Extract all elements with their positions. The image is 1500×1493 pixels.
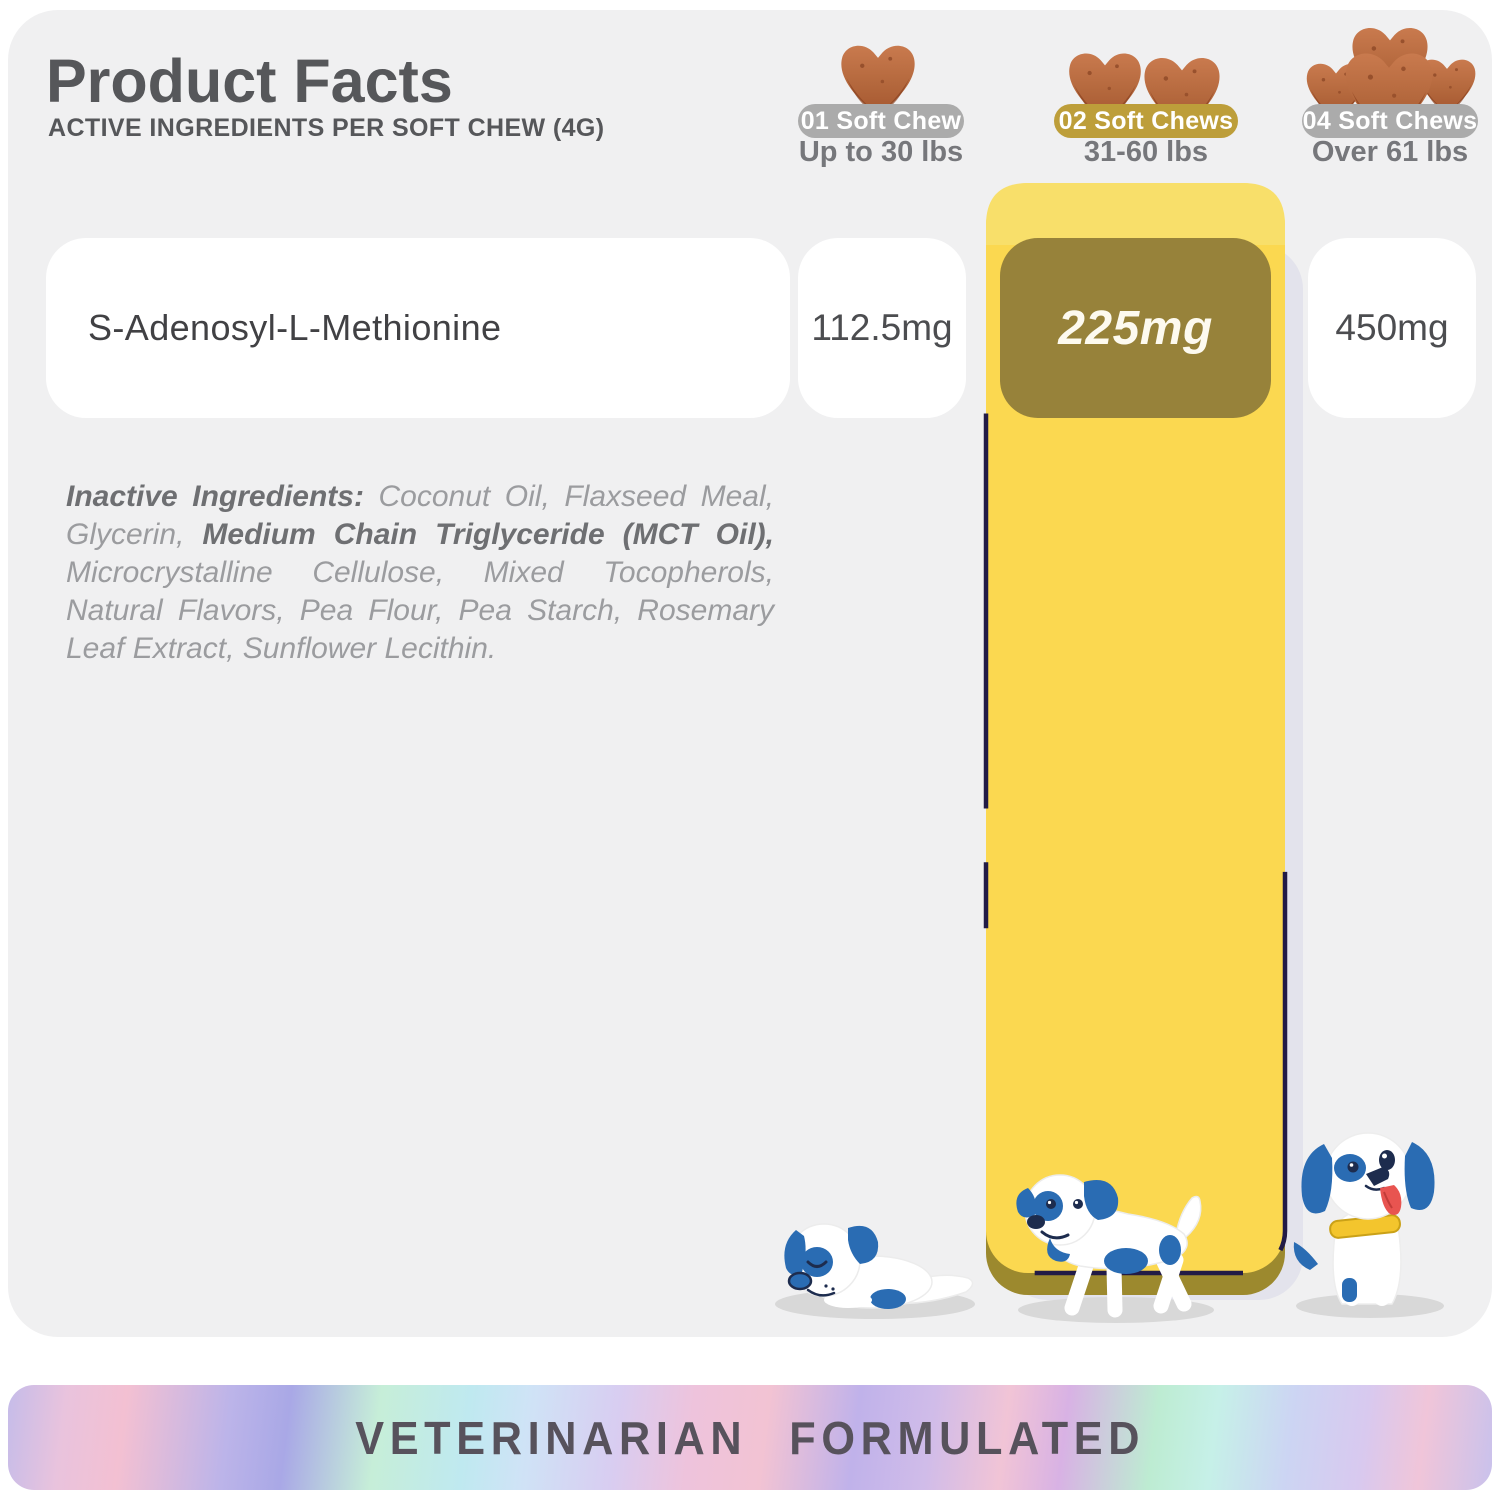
page-title: Product Facts — [46, 47, 453, 115]
ingredient-value-large: 450mg — [1308, 238, 1476, 418]
banner-text: VETERINARIAN FORMULATED — [355, 1411, 1145, 1464]
inactive-ingredients-part2-bold: Medium Chain Triglyceride (MCT Oil), — [202, 518, 774, 551]
ingredient-name: S-Adenosyl-L-Methionine — [88, 307, 502, 348]
large-dog-illustration — [1293, 1132, 1444, 1318]
column-dashed-outline — [983, 180, 1288, 1276]
inactive-ingredients-part3: Microcrystalline Cellulose, Mixed Tocoph… — [66, 556, 774, 665]
inactive-ingredients-paragraph: Inactive Ingredients: Coconut Oil, Flaxs… — [66, 478, 774, 668]
ingredient-value-small: 112.5mg — [798, 238, 966, 418]
veterinarian-banner: VETERINARIAN FORMULATED — [8, 1385, 1492, 1490]
weight-range-small: Up to 30 lbs — [798, 136, 964, 168]
weight-range-large: Over 61 lbs — [1311, 136, 1469, 168]
inactive-ingredients-label: Inactive Ingredients: — [66, 480, 379, 513]
small-dog-illustration — [775, 1223, 975, 1319]
product-panel: Product Facts ACTIVE INGREDIENTS PER SOF… — [8, 10, 1492, 1337]
weight-range-medium: 31-60 lbs — [1083, 136, 1209, 168]
ingredient-value-medium-highlight: 225mg — [1000, 238, 1271, 418]
dose-badge-01: 01 Soft Chew — [798, 104, 964, 138]
medium-dog-illustration — [1016, 1174, 1214, 1323]
page-subtitle: ACTIVE INGREDIENTS PER SOFT CHEW (4G) — [48, 114, 605, 142]
ingredient-name-card: S-Adenosyl-L-Methionine — [46, 238, 790, 418]
inactive-ingredients-part1: Coconut Oil, Flaxseed Meal, Glycerin, — [66, 480, 774, 551]
column-top-sheen — [986, 183, 1285, 245]
dose-badge-02: 02 Soft Chews — [1054, 104, 1238, 138]
highlight-column — [983, 180, 1303, 1300]
column-yellow-fill — [986, 183, 1285, 1273]
dose-badge-04: 04 Soft Chews — [1302, 104, 1478, 138]
